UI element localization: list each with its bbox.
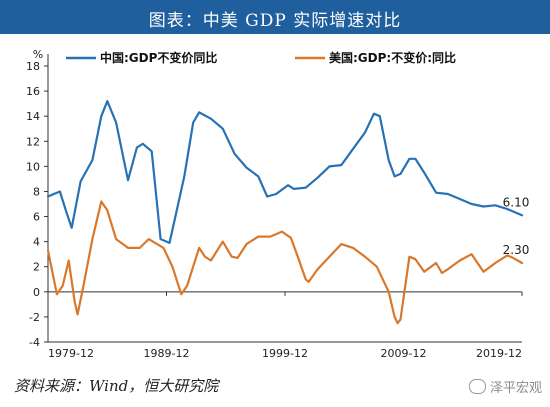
title-bar: 图表：中美 GDP 实际增速对比 [0, 0, 550, 34]
series-layer: 6.10 2.30 [46, 100, 530, 325]
y-tick-label: 18 [26, 60, 40, 73]
x-tick-label: 1999-12 [262, 347, 308, 360]
y-tick-label: 8 [33, 185, 40, 198]
axes-layer: % -4 -2 0 2 4 6 8 10 12 14 16 18 1979-12 1989-12 1999-1… [26, 48, 523, 360]
watermark-text: 泽平宏观 [489, 381, 542, 396]
chart-title: 图表：中美 GDP 实际增速对比 [148, 11, 402, 31]
end-value-label-china: 6.10 [503, 195, 530, 209]
legend: 中国:GDP不变价同比 美国:GDP:不变价:同比 [66, 50, 456, 65]
series-line-us [46, 200, 524, 325]
legend-label-china: 中国:GDP不变价同比 [100, 50, 217, 65]
source-note: 资料来源：Wind，恒大研究院 [14, 377, 219, 395]
wechat-icon [468, 379, 486, 394]
series-line-china [46, 100, 524, 244]
y-tick-label: 6 [33, 211, 40, 224]
y-axis-unit-label: % [33, 48, 43, 61]
y-tick-label: 14 [26, 110, 40, 123]
y-tick-label: -4 [29, 336, 40, 349]
legend-label-us: 美国:GDP:不变价:同比 [329, 50, 456, 65]
y-tick-label: 12 [26, 135, 40, 148]
gdp-line-chart: % -4 -2 0 2 4 6 8 10 12 14 16 18 1979-12 1989-12 1999-1… [26, 48, 530, 360]
y-tick-label: 0 [33, 286, 40, 299]
watermark: 泽平宏观 [468, 377, 542, 396]
x-tick-label: 1989-12 [144, 347, 190, 360]
y-tick-label: 16 [26, 85, 40, 98]
y-tick-label: 2 [33, 261, 40, 274]
y-tick-label: 4 [33, 236, 40, 249]
x-tick-label: 1979-12 [48, 347, 94, 360]
x-tick-label: 2019-12 [476, 347, 522, 360]
x-tick-label: 2009-12 [381, 347, 427, 360]
end-value-label-us: 2.30 [503, 243, 530, 257]
y-tick-label: -2 [29, 311, 40, 324]
y-tick-label: 10 [26, 160, 40, 173]
